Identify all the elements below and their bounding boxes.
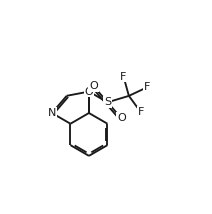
Text: O: O	[117, 113, 126, 123]
Text: F: F	[120, 72, 127, 82]
Text: N: N	[48, 108, 56, 118]
Text: O: O	[85, 87, 93, 97]
Text: F: F	[137, 107, 144, 117]
Text: O: O	[85, 87, 93, 97]
Text: F: F	[144, 82, 150, 92]
Text: O: O	[89, 81, 98, 91]
Text: S: S	[104, 97, 111, 107]
